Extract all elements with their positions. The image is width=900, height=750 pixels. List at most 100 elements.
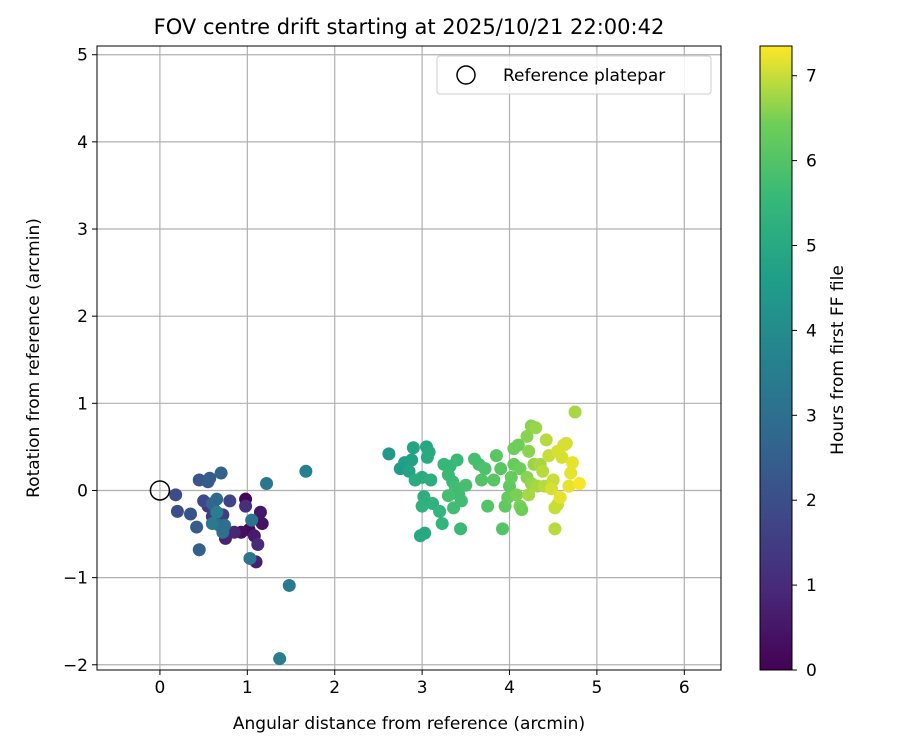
chart-title: FOV centre drift starting at 2025/10/21 … [154,15,665,39]
x-tick-label: 3 [417,678,428,698]
data-point [192,543,206,557]
data-point [568,405,582,419]
data-point [459,478,473,492]
data-point [572,476,586,490]
y-tick-label: 5 [77,46,88,66]
data-point [218,518,232,532]
data-point [520,429,534,443]
data-point [205,517,219,531]
x-tick-label: 4 [504,678,515,698]
data-point [515,503,529,517]
data-point [210,492,224,506]
colorbar: 0 1 2 3 4 5 6 7 Hours from first FF file [759,45,848,681]
x-tick-label: 5 [591,678,602,698]
x-axis-ticks: 0 1 2 3 4 5 6 [155,670,690,698]
data-point [382,447,396,461]
colorbar-label: Hours from first FF file [828,265,848,455]
scatter-points [169,405,586,666]
data-point [273,652,287,666]
data-point [435,517,449,531]
data-point [450,453,464,467]
data-point [496,522,510,536]
data-point [260,476,274,490]
legend-label: Reference platepar [503,66,665,86]
colorbar-gradient [759,45,793,671]
x-tick-label: 0 [155,678,166,698]
data-point [478,462,492,476]
y-axis-ticks: −2 −1 0 1 2 3 4 5 [63,46,97,676]
data-point [555,450,569,464]
data-point [504,470,518,484]
data-point [415,499,429,513]
data-point [243,551,257,565]
data-point [513,462,527,476]
data-point [253,505,267,519]
data-point [494,462,508,476]
data-point [214,466,228,480]
x-axis-label: Angular distance from reference (arcmin) [233,714,585,734]
legend-marker-reference [456,65,476,85]
colorbar-tick-label: 2 [806,491,817,511]
data-point [565,456,579,470]
data-point [562,479,576,493]
colorbar-tick-label: 6 [806,152,817,172]
data-point [184,507,198,521]
data-point [529,421,543,435]
y-tick-label: 3 [77,220,88,240]
x-tick-label: 2 [329,678,340,698]
data-point [170,504,184,518]
data-point [418,526,432,540]
x-tick-label: 1 [242,678,253,698]
data-point [282,578,296,592]
data-point [223,494,237,508]
colorbar-ticks: 0 1 2 3 4 5 6 7 [792,67,817,681]
data-point [564,466,578,480]
data-point [210,505,224,519]
data-point [420,450,434,464]
colorbar-tick-label: 5 [806,237,817,257]
data-point [255,517,269,531]
y-tick-label: 2 [77,307,88,327]
data-point [487,473,501,487]
y-tick-label: 4 [77,133,88,153]
data-point [548,522,562,536]
reference-marker-layer [149,480,171,501]
legend-box [436,55,712,95]
y-tick-label: 0 [77,481,88,501]
data-point [441,489,455,503]
colorbar-tick-label: 3 [806,406,817,426]
colorbar-tick-label: 0 [806,661,817,681]
data-point [511,438,525,452]
data-point [454,522,468,536]
data-point [447,501,461,515]
data-point [239,499,253,513]
data-point [481,499,495,513]
reference-platepar-marker [149,480,171,501]
data-point [522,444,536,458]
data-point [245,513,259,527]
data-point [433,504,447,518]
x-tick-label: 6 [679,678,690,698]
data-point [489,449,503,463]
colorbar-tick-label: 1 [806,576,817,596]
data-point [475,473,489,487]
y-axis-label: Rotation from reference (arcmin) [24,218,44,498]
legend: Reference platepar [436,55,712,95]
data-point [539,433,553,447]
y-tick-label: 1 [77,394,88,414]
data-point [405,453,419,467]
data-point [299,464,313,478]
y-tick-label: −2 [63,656,88,676]
data-point [251,538,265,552]
data-point [203,471,217,485]
data-point [227,525,241,539]
data-point [536,464,550,478]
data-point [559,436,573,450]
data-point [424,473,438,487]
grid [97,46,721,670]
data-point [169,488,183,502]
data-point [553,490,567,504]
plot-frame [96,45,722,671]
y-tick-label: −1 [63,569,88,589]
